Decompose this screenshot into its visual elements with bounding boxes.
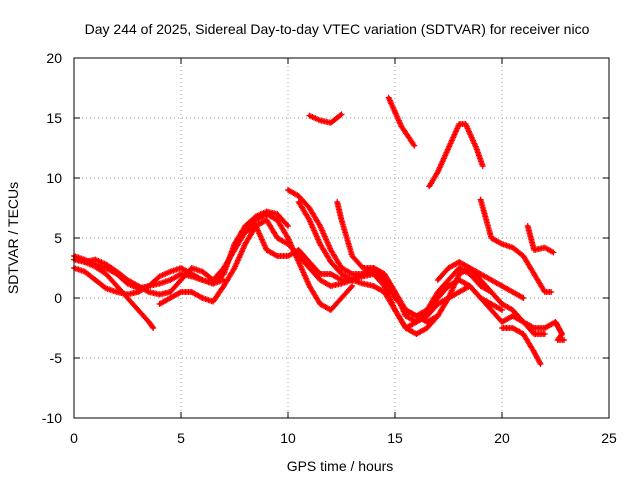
x-tick-label: 15 — [387, 430, 403, 446]
x-tick-labels: 0 5 10 15 20 25 — [70, 430, 617, 446]
series-markers — [499, 325, 544, 367]
series-markers — [285, 187, 527, 325]
y-tick-label: 20 — [46, 50, 62, 66]
series-markers — [385, 94, 418, 149]
series-markers — [477, 196, 555, 295]
x-tick-label: 25 — [601, 430, 617, 446]
series-track-17 — [524, 223, 557, 256]
series-markers — [434, 259, 565, 337]
series-track-14 — [385, 94, 418, 149]
series-markers — [334, 199, 548, 337]
y-tick-label: 0 — [54, 290, 62, 306]
series-track-10 — [434, 259, 565, 337]
x-tick-label: 20 — [494, 430, 510, 446]
series-track-11 — [499, 325, 544, 367]
x-tick-label: 10 — [280, 430, 296, 446]
series-markers — [426, 121, 486, 190]
series-layer — [71, 94, 568, 367]
series-track-16 — [477, 196, 555, 295]
series-markers — [306, 111, 345, 126]
y-tick-labels: -10 -5 0 5 10 15 20 — [42, 50, 62, 426]
series-track-9 — [334, 199, 548, 337]
y-tick-label: -5 — [50, 350, 63, 366]
series-track-15 — [426, 121, 486, 190]
y-tick-label: 15 — [46, 110, 62, 126]
series-markers — [524, 223, 557, 256]
y-tick-label: 10 — [46, 170, 62, 186]
series-track-12 — [552, 319, 568, 343]
chart-title: Day 244 of 2025, Sidereal Day-to-day VTE… — [85, 21, 590, 37]
y-tick-label: 5 — [54, 230, 62, 246]
tick-marks — [73, 57, 610, 419]
series-markers — [552, 319, 568, 343]
x-axis-title: GPS time / hours — [287, 458, 394, 474]
x-tick-label: 0 — [70, 430, 78, 446]
series-track-13 — [306, 111, 345, 126]
y-tick-label: -10 — [42, 410, 62, 426]
x-tick-label: 5 — [177, 430, 185, 446]
y-axis-title: SDTVAR / TECUs — [5, 182, 21, 294]
